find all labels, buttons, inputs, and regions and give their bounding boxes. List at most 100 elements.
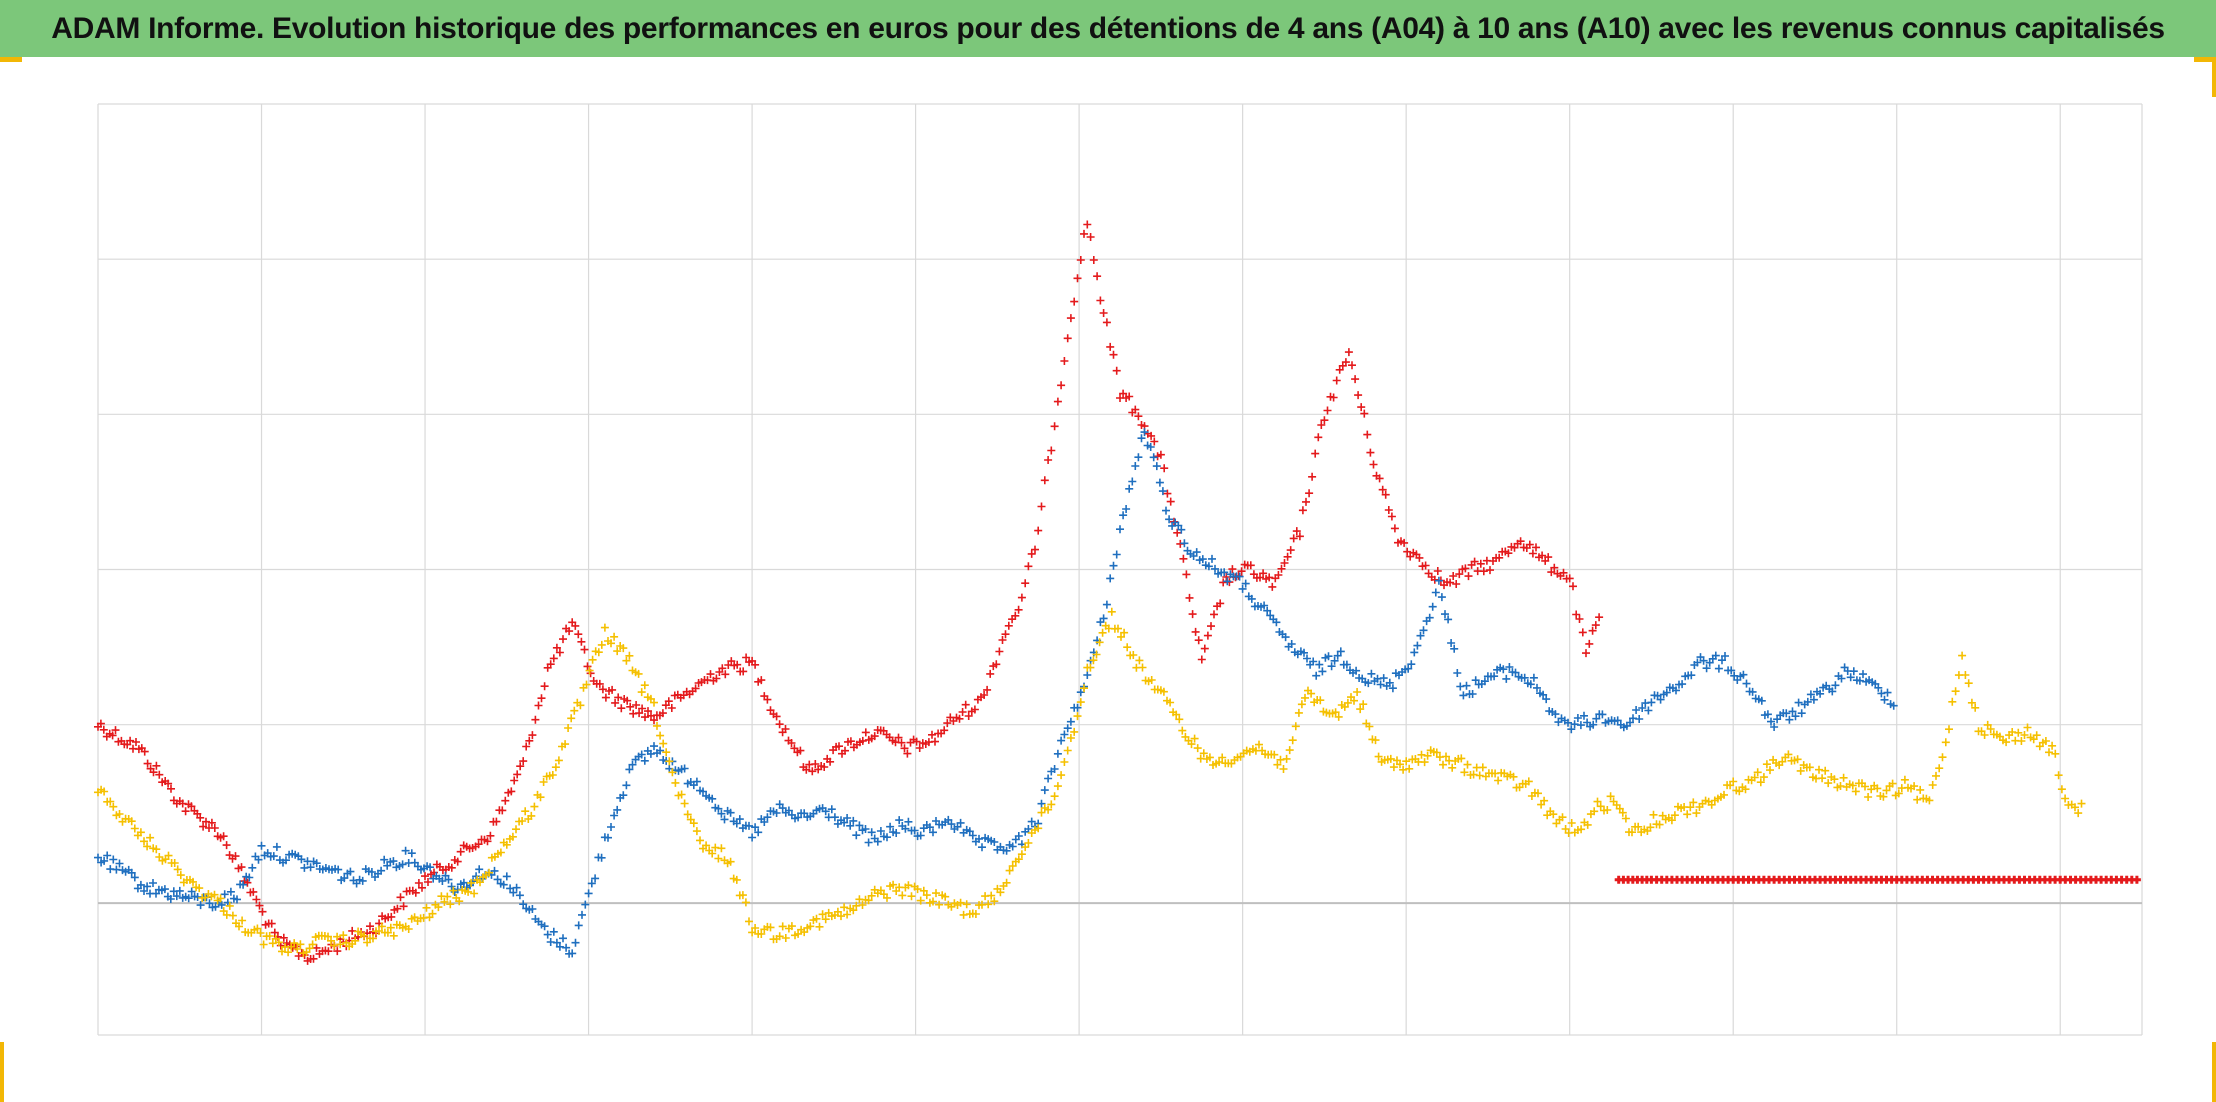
data-point [205, 899, 214, 908]
data-point [199, 822, 208, 831]
data-point [796, 746, 805, 755]
data-point [308, 940, 317, 949]
data-point [1011, 611, 1020, 620]
data-point [115, 859, 124, 868]
data-point [136, 880, 145, 889]
data-point [1040, 476, 1049, 485]
data-point [581, 900, 590, 909]
data-point [876, 827, 885, 835]
data-point [995, 647, 1004, 656]
data-point [502, 872, 511, 881]
data-point [1309, 657, 1318, 666]
data-point [424, 878, 432, 886]
data-point [252, 895, 261, 904]
series-yellow-3 [94, 607, 2086, 958]
data-point [1190, 734, 1199, 743]
data-point [282, 856, 290, 865]
data-point [1024, 562, 1033, 571]
data-point [1223, 577, 1232, 586]
data-point [1363, 430, 1372, 439]
data-point [530, 802, 539, 811]
data-point [2023, 723, 2032, 732]
data-point [1547, 568, 1556, 577]
data-point [172, 892, 181, 901]
data-point [821, 807, 830, 816]
data-point [696, 836, 704, 845]
data-point [650, 716, 658, 725]
data-point [2020, 731, 2029, 739]
data-point [549, 654, 558, 663]
data-point [498, 806, 507, 815]
data-point [155, 770, 164, 779]
data-point [1420, 758, 1429, 767]
data-point [501, 796, 510, 805]
data-point [778, 922, 787, 931]
data-point [956, 898, 965, 907]
data-point [1215, 758, 1224, 766]
data-point [815, 922, 824, 931]
data-point [167, 784, 175, 793]
data-point [512, 825, 520, 834]
data-point [1140, 428, 1149, 437]
data-point [293, 945, 302, 953]
data-point [1260, 601, 1269, 610]
data-point [1135, 656, 1144, 665]
data-point [1511, 668, 1520, 677]
data-point [594, 648, 603, 657]
data-point [2132, 875, 2141, 884]
data-point [587, 879, 596, 888]
data-point [393, 904, 402, 913]
data-point [1448, 763, 1457, 772]
data-point [249, 887, 258, 896]
data-point [1134, 453, 1143, 462]
data-point [691, 684, 700, 693]
data-point [1060, 730, 1069, 739]
data-point [641, 713, 649, 722]
data-point [1463, 760, 1472, 769]
data-point [1211, 564, 1219, 573]
data-point [443, 892, 452, 901]
data-point [235, 922, 243, 931]
data-point [1457, 754, 1466, 763]
data-point [1739, 670, 1748, 679]
data-point [1323, 406, 1332, 415]
data-point [1107, 607, 1116, 616]
data-point [858, 901, 867, 909]
data-point [1805, 763, 1814, 772]
data-point [499, 880, 508, 889]
data-point [1486, 566, 1494, 575]
data-point [1532, 543, 1540, 552]
data-point [1526, 680, 1535, 689]
data-point [1117, 632, 1125, 641]
data-point [1569, 582, 1577, 591]
data-point [739, 667, 748, 676]
data-point [1570, 720, 1579, 729]
data-point [351, 936, 360, 945]
data-point [2032, 731, 2041, 740]
data-point [103, 851, 112, 860]
data-point [1371, 736, 1380, 745]
data-point [712, 674, 721, 683]
data-point [883, 833, 891, 842]
data-point [650, 742, 658, 751]
data-point [617, 704, 626, 713]
data-point [1687, 671, 1696, 680]
data-point [1916, 785, 1925, 794]
data-point [1763, 710, 1772, 719]
data-point [238, 916, 247, 925]
data-point [1573, 714, 1582, 722]
data-point [760, 818, 769, 826]
data-point [515, 891, 524, 900]
data-point [1782, 709, 1791, 718]
data-point [534, 701, 543, 710]
data-point [1123, 643, 1132, 652]
data-point [1315, 660, 1324, 669]
data-point [519, 900, 528, 909]
data-point [1796, 766, 1805, 775]
data-point [475, 865, 484, 874]
data-point [2002, 738, 2011, 747]
data-point [1106, 342, 1115, 351]
data-point [1603, 806, 1612, 814]
data-point [662, 748, 671, 757]
data-point [1037, 808, 1046, 817]
